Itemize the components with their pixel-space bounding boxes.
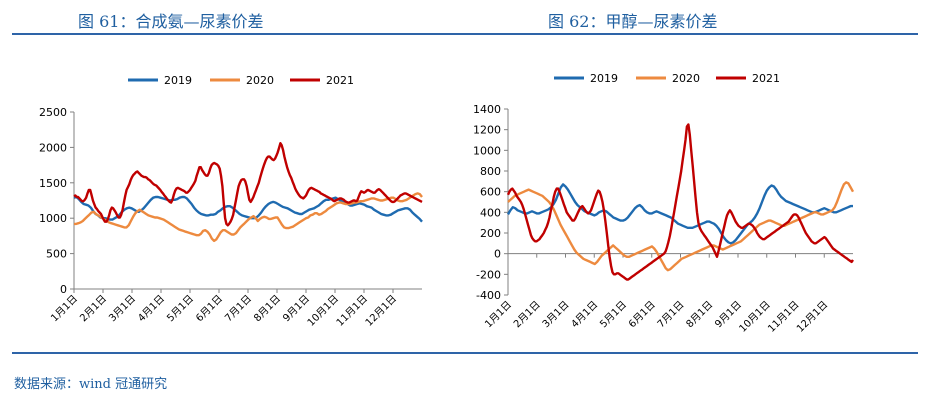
y-tick-label: 1400 bbox=[473, 103, 501, 116]
y-tick-label: 2000 bbox=[39, 141, 67, 154]
x-tick-label: 1月1日 bbox=[482, 299, 514, 331]
y-tick-label: 1200 bbox=[473, 124, 501, 137]
y-tick-label: 500 bbox=[46, 248, 67, 261]
series-line-2020 bbox=[74, 192, 423, 243]
x-tick-label: 6月1日 bbox=[626, 299, 658, 331]
series-line-2019 bbox=[73, 195, 423, 223]
chart-ammonia-urea-spread: 2019 2020 2021 0 500 1000 1500 2000 2500 1月1日2月1日… bbox=[39, 74, 423, 329]
bottom-divider bbox=[12, 352, 918, 354]
y-tick-label: -400 bbox=[476, 289, 501, 302]
x-tick-label: 12月1日 bbox=[363, 293, 399, 329]
x-tick-label: 7月1日 bbox=[655, 299, 687, 331]
source-note: 数据来源：wind 冠通研究 bbox=[14, 377, 168, 392]
legend-label-2020: 2020 bbox=[246, 74, 274, 87]
x-tick-label: 6月1日 bbox=[193, 293, 225, 325]
legend-label-2020: 2020 bbox=[672, 72, 700, 85]
x-tick-label: 4月1日 bbox=[135, 293, 167, 325]
figure-61-title: 图 61：合成氨—尿素价差 bbox=[78, 12, 264, 31]
y-tick-label: 400 bbox=[480, 206, 501, 219]
top-divider bbox=[12, 33, 918, 35]
x-tick-label: 1月1日 bbox=[48, 293, 80, 325]
x-tick-label: 3月1日 bbox=[106, 293, 138, 325]
x-tick-label: 3月1日 bbox=[540, 299, 572, 331]
legend-label-2019: 2019 bbox=[590, 72, 618, 85]
y-tick-label: 1000 bbox=[473, 144, 501, 157]
series-line-2020 bbox=[507, 181, 855, 272]
chart-methanol-urea-spread: 2019 2020 2021 -400 -200 0 200 400 600 800 1000 120… bbox=[473, 72, 855, 335]
y-tick-label: 800 bbox=[480, 165, 501, 178]
x-tick-label: 2月1日 bbox=[77, 293, 109, 325]
y-tick-label: 200 bbox=[480, 227, 501, 240]
y-tick-label: 1500 bbox=[39, 177, 67, 190]
legend-label-2021: 2021 bbox=[752, 72, 780, 85]
figure-62-title: 图 62：甲醇—尿素价差 bbox=[548, 12, 718, 31]
series-line-2019 bbox=[506, 183, 853, 245]
x-tick-label: 5月1日 bbox=[597, 299, 629, 331]
series-line-2021 bbox=[506, 123, 854, 281]
x-tick-label: 7月1日 bbox=[222, 293, 254, 325]
series-line-2021 bbox=[73, 141, 423, 227]
legend-label-2019: 2019 bbox=[164, 74, 192, 87]
y-tick-label: 600 bbox=[480, 186, 501, 199]
x-tick-label: 8月1日 bbox=[251, 293, 283, 325]
x-tick-label: 5月1日 bbox=[164, 293, 196, 325]
x-tick-label: 8月1日 bbox=[684, 299, 716, 331]
y-tick-label: 2500 bbox=[39, 106, 67, 119]
x-tick-label: 4月1日 bbox=[569, 299, 601, 331]
x-tick-label: 12月1日 bbox=[794, 299, 830, 335]
y-tick-label: 0 bbox=[494, 248, 501, 261]
y-tick-label: 1000 bbox=[39, 212, 67, 225]
y-tick-label: 0 bbox=[60, 283, 67, 296]
legend-label-2021: 2021 bbox=[326, 74, 354, 87]
x-tick-label: 2月1日 bbox=[511, 299, 543, 331]
y-tick-label: -200 bbox=[476, 268, 501, 281]
